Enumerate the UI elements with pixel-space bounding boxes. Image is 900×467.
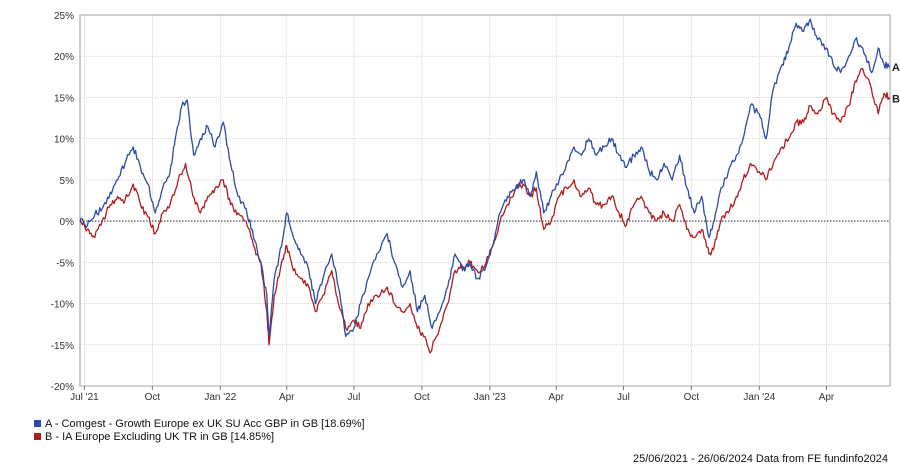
series-end-label-a: A — [892, 62, 900, 74]
x-tick-label: Jan '24 — [743, 392, 775, 403]
series-line-a — [79, 18, 891, 338]
x-tick-label: Apr — [279, 392, 295, 403]
y-tick-label: 15% — [54, 93, 74, 104]
x-tick-label: Jan '22 — [204, 392, 236, 403]
grid-layer — [79, 14, 891, 387]
y-tick-label: -5% — [56, 258, 74, 269]
x-tick-label: Jul '21 — [70, 392, 99, 403]
series-line-b — [79, 67, 891, 354]
plot-frame — [79, 14, 891, 387]
legend-swatch-b — [34, 433, 41, 440]
x-tick-label: Jul — [617, 392, 630, 403]
legend-swatch-a — [34, 420, 41, 427]
y-tick-label: -10% — [51, 300, 74, 311]
y-tick-label: 0% — [60, 217, 75, 228]
axis-layer: 25% 20% 15% 10% 5% 0% -5% -10% -15% -20%Jul '21 Oc… — [51, 11, 835, 403]
source-footer: 25/06/2021 - 26/06/2024 Data from FE fun… — [632, 453, 888, 465]
legend-label-b: B - IA Europe Excluding UK TR in GB [14.… — [45, 430, 275, 443]
legend: A - Comgest - Growth Europe ex UK SU Acc… — [34, 417, 365, 443]
y-tick-label: -20% — [51, 382, 74, 393]
x-tick-label: Jan '23 — [474, 392, 506, 403]
x-tick-label: Oct — [684, 392, 700, 403]
legend-label-a: A - Comgest - Growth Europe ex UK SU Acc… — [45, 417, 365, 430]
x-tick-label: Apr — [548, 392, 564, 403]
y-tick-label: 20% — [54, 52, 74, 63]
label-layer: BA — [892, 62, 900, 106]
x-tick-label: Oct — [414, 392, 430, 403]
series-end-label-b: B — [892, 94, 900, 106]
y-tick-label: 25% — [54, 11, 74, 22]
series-layer — [79, 18, 891, 354]
x-tick-label: Jul — [348, 392, 361, 403]
y-tick-label: 5% — [60, 176, 75, 187]
x-tick-label: Oct — [145, 392, 161, 403]
x-tick-label: Apr — [819, 392, 835, 403]
legend-item-b: B - IA Europe Excluding UK TR in GB [14.… — [34, 430, 365, 443]
legend-item-a: A - Comgest - Growth Europe ex UK SU Acc… — [34, 417, 365, 430]
y-tick-label: -15% — [51, 341, 74, 352]
y-tick-label: 10% — [54, 135, 74, 146]
